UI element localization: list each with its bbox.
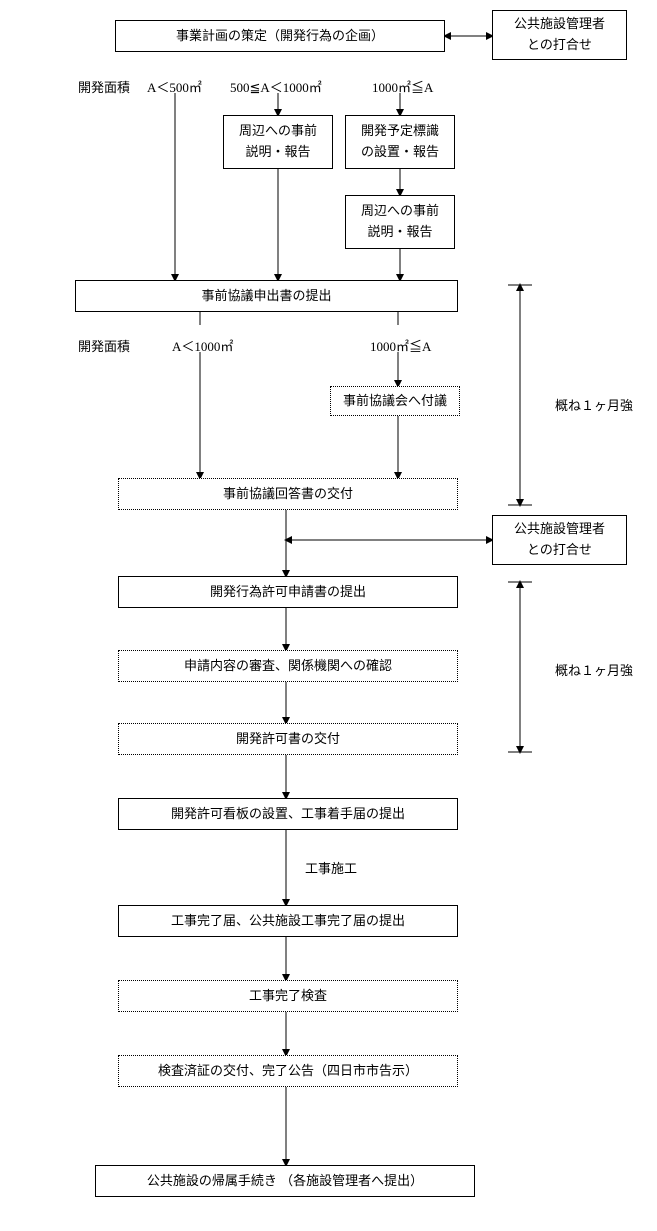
side_top-box: 公共施設管理者 との打合せ <box>492 10 627 60</box>
side_mid-box: 公共施設管理者 との打合せ <box>492 515 627 565</box>
cond_d-label: A＜1000㎡ <box>172 336 233 355</box>
wide3-box: 開発行為許可申請書の提出 <box>118 576 458 608</box>
wide4-box: 申請内容の審査、関係機関への確認 <box>118 650 458 682</box>
dur2-label: 概ね１ヶ月強 <box>555 660 633 679</box>
label_area1-label: 開発面積 <box>78 77 130 96</box>
wide10-box: 公共施設の帰属手続き （各施設管理者へ提出） <box>95 1165 475 1197</box>
cond_a-label: A＜500㎡ <box>147 77 202 96</box>
wide6-box: 開発許可看板の設置、工事着手届の提出 <box>118 798 458 830</box>
label_const-label: 工事施工 <box>305 858 357 877</box>
box_b1-box: 周辺への事前 説明・報告 <box>223 115 333 169</box>
title-box: 事業計画の策定（開発行為の企画） <box>115 20 445 52</box>
box_c1-box: 開発予定標識 の設置・報告 <box>345 115 455 169</box>
wide5-box: 開発許可書の交付 <box>118 723 458 755</box>
dur1-label: 概ね１ヶ月強 <box>555 395 633 414</box>
cond_e-label: 1000㎡≦A <box>370 336 431 355</box>
box_c2-box: 周辺への事前 説明・報告 <box>345 195 455 249</box>
box_e1-box: 事前協議会へ付議 <box>330 386 460 416</box>
label_area2-label: 開発面積 <box>78 336 130 355</box>
wide2-box: 事前協議回答書の交付 <box>118 478 458 510</box>
wide7-box: 工事完了届、公共施設工事完了届の提出 <box>118 905 458 937</box>
wide8-box: 工事完了検査 <box>118 980 458 1012</box>
wide9-box: 検査済証の交付、完了公告（四日市市告示） <box>118 1055 458 1087</box>
cond_b-label: 500≦A＜1000㎡ <box>230 77 322 96</box>
cond_c-label: 1000㎡≦A <box>372 77 433 96</box>
wide1-box: 事前協議申出書の提出 <box>75 280 458 312</box>
